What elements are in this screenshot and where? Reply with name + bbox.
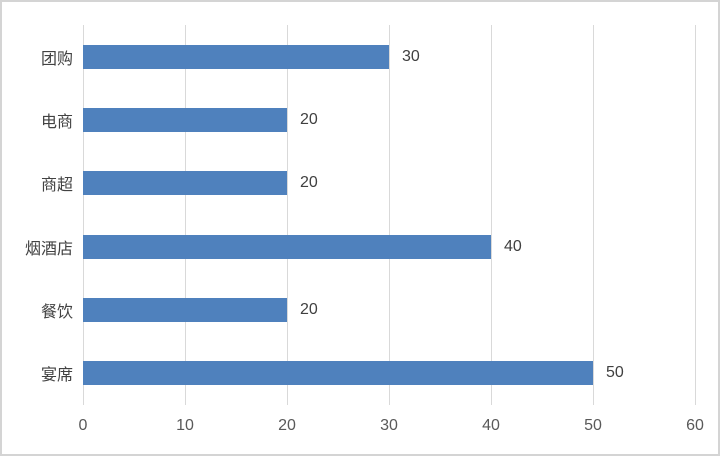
bar — [83, 361, 593, 386]
bar-row: 烟酒店 40 — [2, 215, 718, 278]
bar-row: 宴席 50 — [2, 342, 718, 405]
bar-row: 商超 20 — [2, 152, 718, 215]
x-tick-label: 0 — [78, 417, 88, 434]
category-label: 团购 — [40, 50, 73, 68]
value-label: 20 — [300, 110, 318, 128]
gridline — [389, 25, 390, 405]
x-tick-label: 20 — [278, 417, 296, 434]
gridline — [593, 25, 594, 405]
category-label: 电商 — [40, 113, 73, 131]
value-label: 30 — [402, 47, 420, 65]
category-label: 宴席 — [40, 367, 73, 385]
gridline — [185, 25, 186, 405]
x-tick-label: 30 — [380, 417, 398, 434]
x-tick-label: 50 — [584, 417, 602, 434]
bar — [83, 107, 287, 132]
value-label: 20 — [300, 300, 318, 318]
value-label: 50 — [606, 364, 624, 382]
value-label: 40 — [504, 237, 522, 255]
bar — [83, 297, 287, 322]
bar — [83, 234, 491, 259]
gridline — [695, 25, 696, 405]
category-label: 烟酒店 — [24, 240, 73, 258]
x-tick-label: 10 — [176, 417, 194, 434]
gridline — [83, 25, 84, 405]
gridline — [287, 25, 288, 405]
bar — [83, 44, 389, 69]
x-tick-label: 60 — [686, 417, 704, 434]
chart-rows: 团购 30 电商 20 商超 20 烟酒店 40 餐饮 20 宴席 50 — [2, 25, 718, 405]
bar — [83, 171, 287, 196]
bar-row: 餐饮 20 — [2, 278, 718, 341]
category-label: 餐饮 — [40, 303, 73, 321]
bar-row: 团购 30 — [2, 25, 718, 88]
value-label: 20 — [300, 174, 318, 192]
bar-row: 电商 20 — [2, 88, 718, 151]
x-tick-label: 40 — [482, 417, 500, 434]
gridline — [491, 25, 492, 405]
category-label: 商超 — [40, 177, 73, 195]
